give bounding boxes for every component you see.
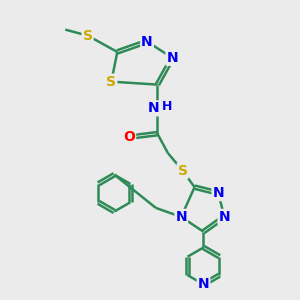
Text: N: N	[167, 51, 178, 65]
Text: N: N	[198, 277, 209, 291]
Text: N: N	[148, 101, 160, 116]
Text: S: S	[106, 75, 116, 88]
Text: O: O	[123, 130, 135, 144]
Text: S: S	[178, 164, 188, 178]
Text: N: N	[218, 210, 230, 224]
Text: N: N	[212, 186, 224, 200]
Text: S: S	[82, 28, 93, 43]
Text: N: N	[141, 34, 153, 49]
Text: H: H	[162, 100, 172, 113]
Text: N: N	[176, 210, 187, 224]
